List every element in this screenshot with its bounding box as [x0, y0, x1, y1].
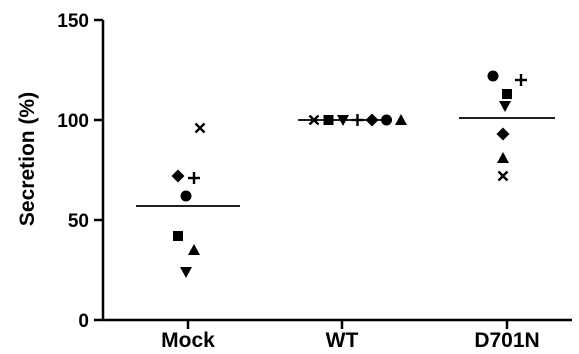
point-d701n-cross-x	[497, 170, 509, 182]
point-wt-cross-x	[308, 114, 320, 126]
axes	[94, 18, 572, 329]
point-mock-plus	[188, 172, 200, 184]
x-tick-label-d701n: D701N	[474, 329, 539, 352]
point-wt-square	[323, 115, 334, 125]
point-wt-circle	[381, 114, 392, 126]
y-axis-title: Secretion (%)	[16, 92, 39, 226]
point-mock-circle	[180, 190, 192, 202]
y-tick-label: 50	[68, 211, 89, 232]
point-d701n-triangle-up	[497, 152, 509, 163]
point-mock-triangle-down	[180, 267, 192, 278]
point-wt-triangle-down	[337, 115, 349, 126]
x-tick-label-mock: Mock	[161, 329, 215, 352]
point-wt-triangle-up	[395, 114, 407, 125]
point-d701n-circle	[487, 70, 499, 82]
point-mock-triangle-up	[188, 244, 200, 255]
data-points	[171, 70, 527, 278]
point-d701n-plus	[515, 74, 527, 86]
x-tick-label-wt: WT	[326, 329, 359, 352]
point-d701n-diamond	[496, 127, 510, 141]
mean-lines	[136, 117, 555, 207]
point-mock-diamond	[171, 169, 185, 183]
point-mock-square	[173, 231, 183, 241]
point-mock-cross-x	[194, 122, 206, 134]
axis-labels: 0 50 100 150 Mock WT D701N	[57, 11, 539, 352]
point-d701n-square	[502, 89, 512, 99]
point-wt-plus	[351, 114, 364, 126]
point-wt-diamond	[365, 113, 379, 127]
y-tick-label: 100	[57, 111, 89, 132]
y-tick-label: 0	[78, 311, 89, 332]
point-d701n-triangle-down	[499, 101, 511, 112]
y-tick-label: 150	[57, 11, 89, 32]
